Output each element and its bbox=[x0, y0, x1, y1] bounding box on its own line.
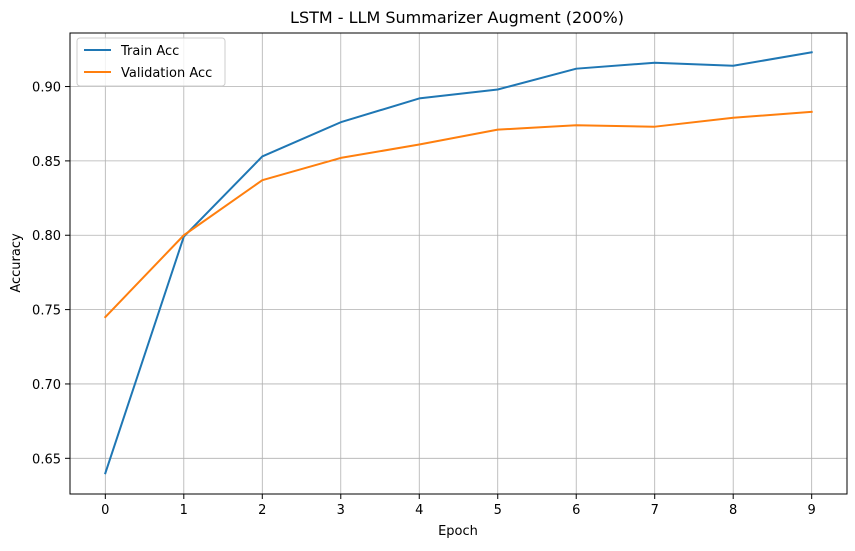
legend: Train Acc Validation Acc bbox=[77, 38, 225, 86]
y-axis-title: Accuracy bbox=[9, 233, 24, 293]
x-tick-label: 8 bbox=[729, 503, 737, 518]
legend-label-train: Train Acc bbox=[120, 44, 179, 59]
y-tick-label: 0.90 bbox=[32, 81, 61, 96]
x-tick-label: 9 bbox=[808, 503, 816, 518]
chart-title: LSTM - LLM Summarizer Augment (200%) bbox=[290, 8, 624, 27]
x-tick-label: 0 bbox=[101, 503, 109, 518]
x-tick-label: 7 bbox=[651, 503, 659, 518]
x-axis-title: Epoch bbox=[438, 524, 478, 539]
x-tick-label: 3 bbox=[337, 503, 345, 518]
x-tick-label: 5 bbox=[494, 503, 502, 518]
y-tick-label: 0.70 bbox=[32, 378, 61, 393]
y-tick-label: 0.65 bbox=[32, 452, 61, 467]
y-tick-label: 0.85 bbox=[32, 155, 61, 170]
x-tick-label: 6 bbox=[572, 503, 580, 518]
y-tick-label: 0.75 bbox=[32, 304, 61, 319]
x-tick-label: 2 bbox=[258, 503, 266, 518]
y-tick-label: 0.80 bbox=[32, 229, 61, 244]
x-tick-label: 1 bbox=[180, 503, 188, 518]
x-tick-label: 4 bbox=[415, 503, 423, 518]
legend-label-validation: Validation Acc bbox=[121, 66, 212, 81]
